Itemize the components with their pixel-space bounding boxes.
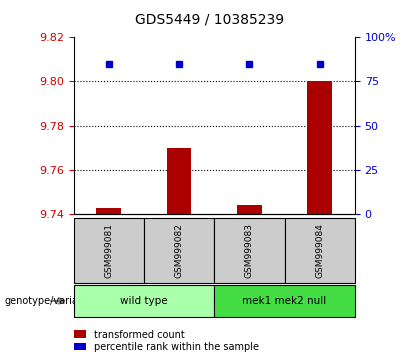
Bar bbox=[307, 81, 332, 214]
Bar bbox=[96, 207, 121, 214]
Text: genotype/variation: genotype/variation bbox=[4, 296, 97, 306]
Text: mek1 mek2 null: mek1 mek2 null bbox=[242, 296, 327, 306]
Text: GSM999082: GSM999082 bbox=[175, 223, 184, 278]
Bar bbox=[167, 148, 192, 214]
Text: wild type: wild type bbox=[120, 296, 168, 306]
Text: GSM999081: GSM999081 bbox=[104, 223, 113, 278]
Text: GSM999083: GSM999083 bbox=[245, 223, 254, 278]
Bar bbox=[237, 205, 262, 214]
Text: GDS5449 / 10385239: GDS5449 / 10385239 bbox=[135, 12, 285, 27]
Text: GSM999084: GSM999084 bbox=[315, 223, 324, 278]
Text: transformed count: transformed count bbox=[94, 330, 185, 339]
Text: percentile rank within the sample: percentile rank within the sample bbox=[94, 342, 260, 352]
